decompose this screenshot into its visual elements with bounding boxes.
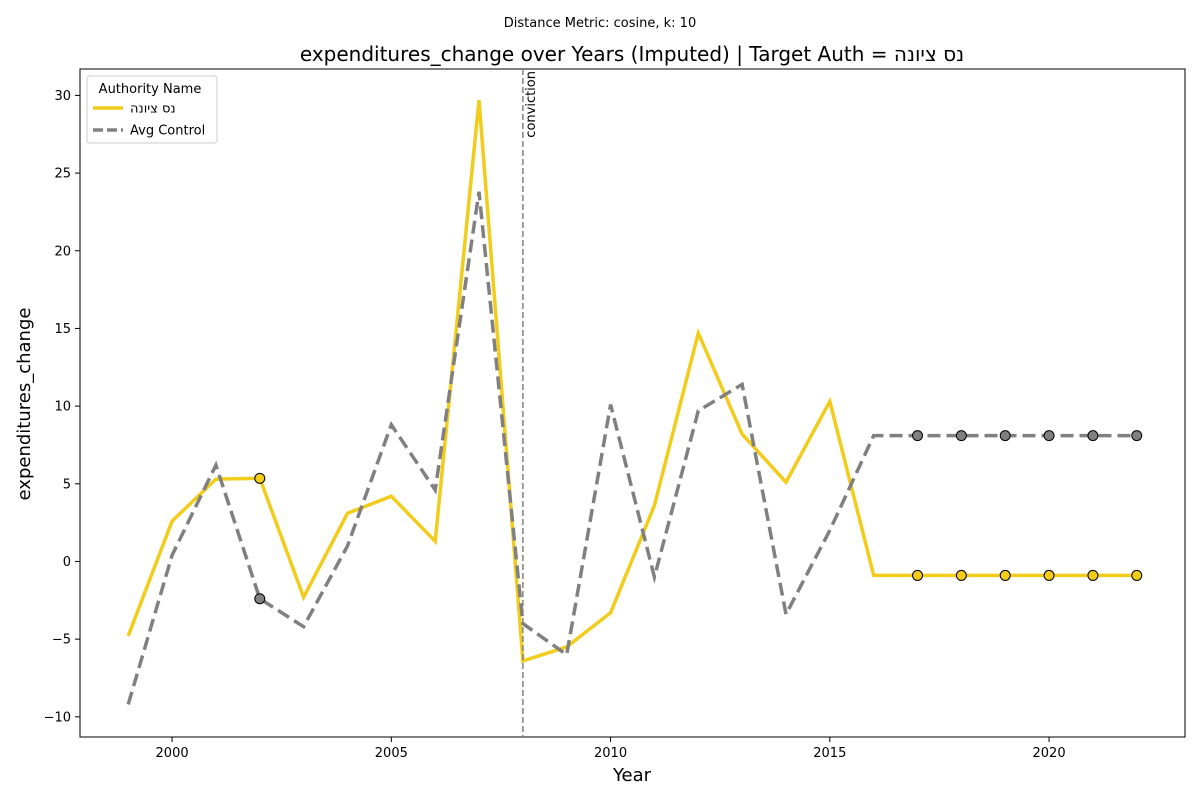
- target-imputed-point: [955, 569, 967, 581]
- chart-title: expenditures_change over Years (Imputed)…: [300, 42, 964, 66]
- control-imputed-point: [1131, 430, 1143, 442]
- x-tick-label: 2020: [1033, 746, 1066, 761]
- x-tick-label: 2015: [813, 746, 846, 761]
- legend-target-label: נס ציונה: [130, 102, 176, 117]
- conviction-label: conviction: [524, 71, 539, 138]
- control-imputed-point: [955, 430, 967, 442]
- y-axis: −10 −5 0 5 10 15 20 25 30: [44, 89, 80, 725]
- x-tick-label: 2000: [156, 746, 189, 761]
- target-imputed-point: [1131, 569, 1143, 581]
- target-imputed-point: [1087, 569, 1099, 581]
- control-imputed-point: [1043, 430, 1055, 442]
- x-tick-label: 2010: [594, 746, 627, 761]
- y-tick-label: 25: [54, 167, 71, 182]
- y-tick-label: −5: [52, 633, 71, 648]
- control-imputed-point: [999, 430, 1011, 442]
- chart-subtitle: Distance Metric: cosine, k: 10: [504, 16, 696, 31]
- y-tick-label: −10: [44, 710, 71, 725]
- y-tick-label: 5: [63, 477, 71, 492]
- target-series-line: [126, 99, 1137, 664]
- y-tick-label: 30: [54, 89, 71, 104]
- y-tick-label: 15: [54, 322, 71, 337]
- control-series-line: [126, 191, 1137, 705]
- y-tick-label: 20: [54, 244, 71, 259]
- y-tick-label: 10: [54, 400, 71, 415]
- y-tick-label: 0: [63, 555, 71, 570]
- target-imputed-point: [999, 569, 1011, 581]
- plot-area: conviction: [79, 68, 1186, 738]
- series-group: [126, 69, 1143, 737]
- legend-box: [86, 75, 218, 144]
- plot-frame: [79, 68, 1186, 738]
- control-imputed-point: [912, 430, 924, 442]
- legend-control-label: Avg Control: [130, 124, 205, 139]
- target-imputed-point: [254, 472, 266, 484]
- target-imputed-point: [912, 569, 924, 581]
- y-axis-label: expenditures_change: [14, 308, 35, 501]
- x-axis: 2000 2005 2010 2015 2020: [156, 737, 1066, 761]
- target-imputed-point: [1043, 569, 1055, 581]
- control-imputed-point: [254, 593, 266, 605]
- x-tick-label: 2005: [375, 746, 408, 761]
- control-imputed-point: [1087, 430, 1099, 442]
- x-axis-label: Year: [612, 765, 652, 786]
- legend-title: Authority Name: [99, 82, 202, 97]
- legend: Authority Name נס ציונה Avg Control: [86, 75, 218, 144]
